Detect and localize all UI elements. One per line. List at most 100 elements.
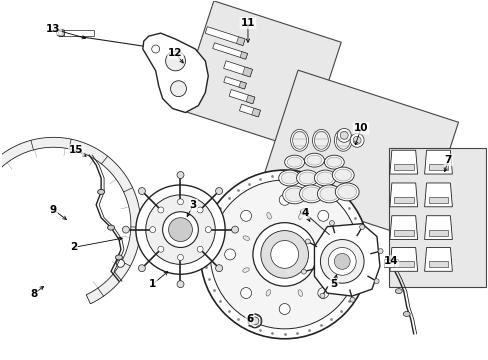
Ellipse shape	[290, 129, 308, 151]
Circle shape	[333, 249, 344, 260]
Polygon shape	[245, 95, 254, 104]
Circle shape	[138, 265, 145, 272]
Ellipse shape	[281, 172, 298, 184]
Circle shape	[329, 221, 334, 225]
Ellipse shape	[298, 290, 302, 296]
Polygon shape	[314, 224, 379, 296]
Ellipse shape	[299, 172, 315, 184]
Circle shape	[215, 188, 222, 194]
Circle shape	[327, 247, 355, 275]
Ellipse shape	[286, 157, 302, 167]
Circle shape	[170, 81, 186, 96]
Ellipse shape	[278, 170, 300, 186]
Circle shape	[136, 185, 224, 274]
Ellipse shape	[324, 155, 344, 169]
Text: 6: 6	[246, 314, 253, 324]
Polygon shape	[178, 1, 341, 151]
Ellipse shape	[298, 213, 303, 219]
Text: 10: 10	[353, 123, 367, 134]
Text: 2: 2	[70, 243, 77, 252]
Polygon shape	[229, 90, 254, 104]
Ellipse shape	[98, 189, 104, 194]
Text: 13: 13	[46, 24, 61, 34]
Ellipse shape	[394, 289, 402, 294]
Ellipse shape	[266, 212, 271, 219]
Circle shape	[215, 265, 222, 272]
Circle shape	[260, 231, 308, 278]
Polygon shape	[242, 67, 252, 77]
Polygon shape	[424, 247, 451, 271]
Text: 1: 1	[149, 279, 156, 289]
Circle shape	[231, 226, 238, 233]
Polygon shape	[389, 216, 417, 239]
Ellipse shape	[334, 129, 351, 151]
Ellipse shape	[332, 167, 353, 183]
Circle shape	[158, 207, 163, 213]
Circle shape	[59, 30, 64, 36]
Text: 3: 3	[189, 200, 197, 210]
Circle shape	[240, 210, 251, 221]
Circle shape	[359, 225, 364, 229]
Bar	[64, 30, 94, 36]
Bar	[393, 230, 413, 235]
Polygon shape	[239, 104, 260, 117]
Ellipse shape	[403, 311, 409, 316]
Ellipse shape	[319, 187, 338, 201]
Ellipse shape	[282, 186, 306, 204]
Polygon shape	[240, 52, 247, 59]
Circle shape	[197, 246, 203, 252]
Circle shape	[116, 260, 124, 267]
Circle shape	[138, 188, 145, 194]
Circle shape	[205, 227, 211, 233]
Ellipse shape	[285, 188, 304, 202]
Circle shape	[334, 253, 349, 269]
Ellipse shape	[326, 157, 341, 167]
Circle shape	[305, 239, 310, 244]
Bar	[393, 164, 413, 170]
Circle shape	[177, 281, 183, 288]
Text: 4: 4	[301, 208, 308, 218]
Text: 5: 5	[330, 279, 337, 289]
Circle shape	[210, 180, 358, 329]
Circle shape	[279, 303, 289, 314]
Circle shape	[247, 314, 262, 328]
Polygon shape	[205, 27, 244, 46]
Polygon shape	[424, 150, 451, 174]
Ellipse shape	[296, 170, 318, 186]
Circle shape	[349, 133, 364, 147]
Circle shape	[151, 45, 160, 53]
Ellipse shape	[302, 187, 320, 201]
Text: 15: 15	[69, 145, 83, 155]
Ellipse shape	[107, 225, 114, 230]
Ellipse shape	[284, 155, 304, 169]
Bar	[427, 197, 447, 203]
Bar	[388, 148, 485, 287]
Circle shape	[301, 269, 306, 274]
Polygon shape	[224, 77, 246, 89]
Circle shape	[177, 172, 183, 179]
Text: 11: 11	[240, 18, 255, 28]
Ellipse shape	[299, 185, 323, 203]
Ellipse shape	[265, 289, 270, 296]
Ellipse shape	[334, 169, 351, 181]
Circle shape	[270, 240, 298, 268]
Circle shape	[352, 136, 360, 144]
Polygon shape	[212, 43, 247, 59]
Polygon shape	[424, 183, 451, 207]
Polygon shape	[251, 108, 260, 117]
Text: 8: 8	[30, 289, 37, 299]
Polygon shape	[223, 61, 252, 77]
Ellipse shape	[243, 236, 249, 240]
Bar	[427, 230, 447, 235]
Circle shape	[279, 194, 289, 205]
Circle shape	[197, 207, 203, 213]
Circle shape	[349, 297, 354, 302]
Circle shape	[163, 212, 198, 247]
Circle shape	[317, 288, 328, 298]
Circle shape	[340, 131, 347, 139]
Circle shape	[177, 255, 183, 260]
Circle shape	[337, 129, 350, 142]
Text: 12: 12	[168, 48, 183, 58]
Ellipse shape	[319, 237, 326, 241]
Circle shape	[224, 249, 235, 260]
